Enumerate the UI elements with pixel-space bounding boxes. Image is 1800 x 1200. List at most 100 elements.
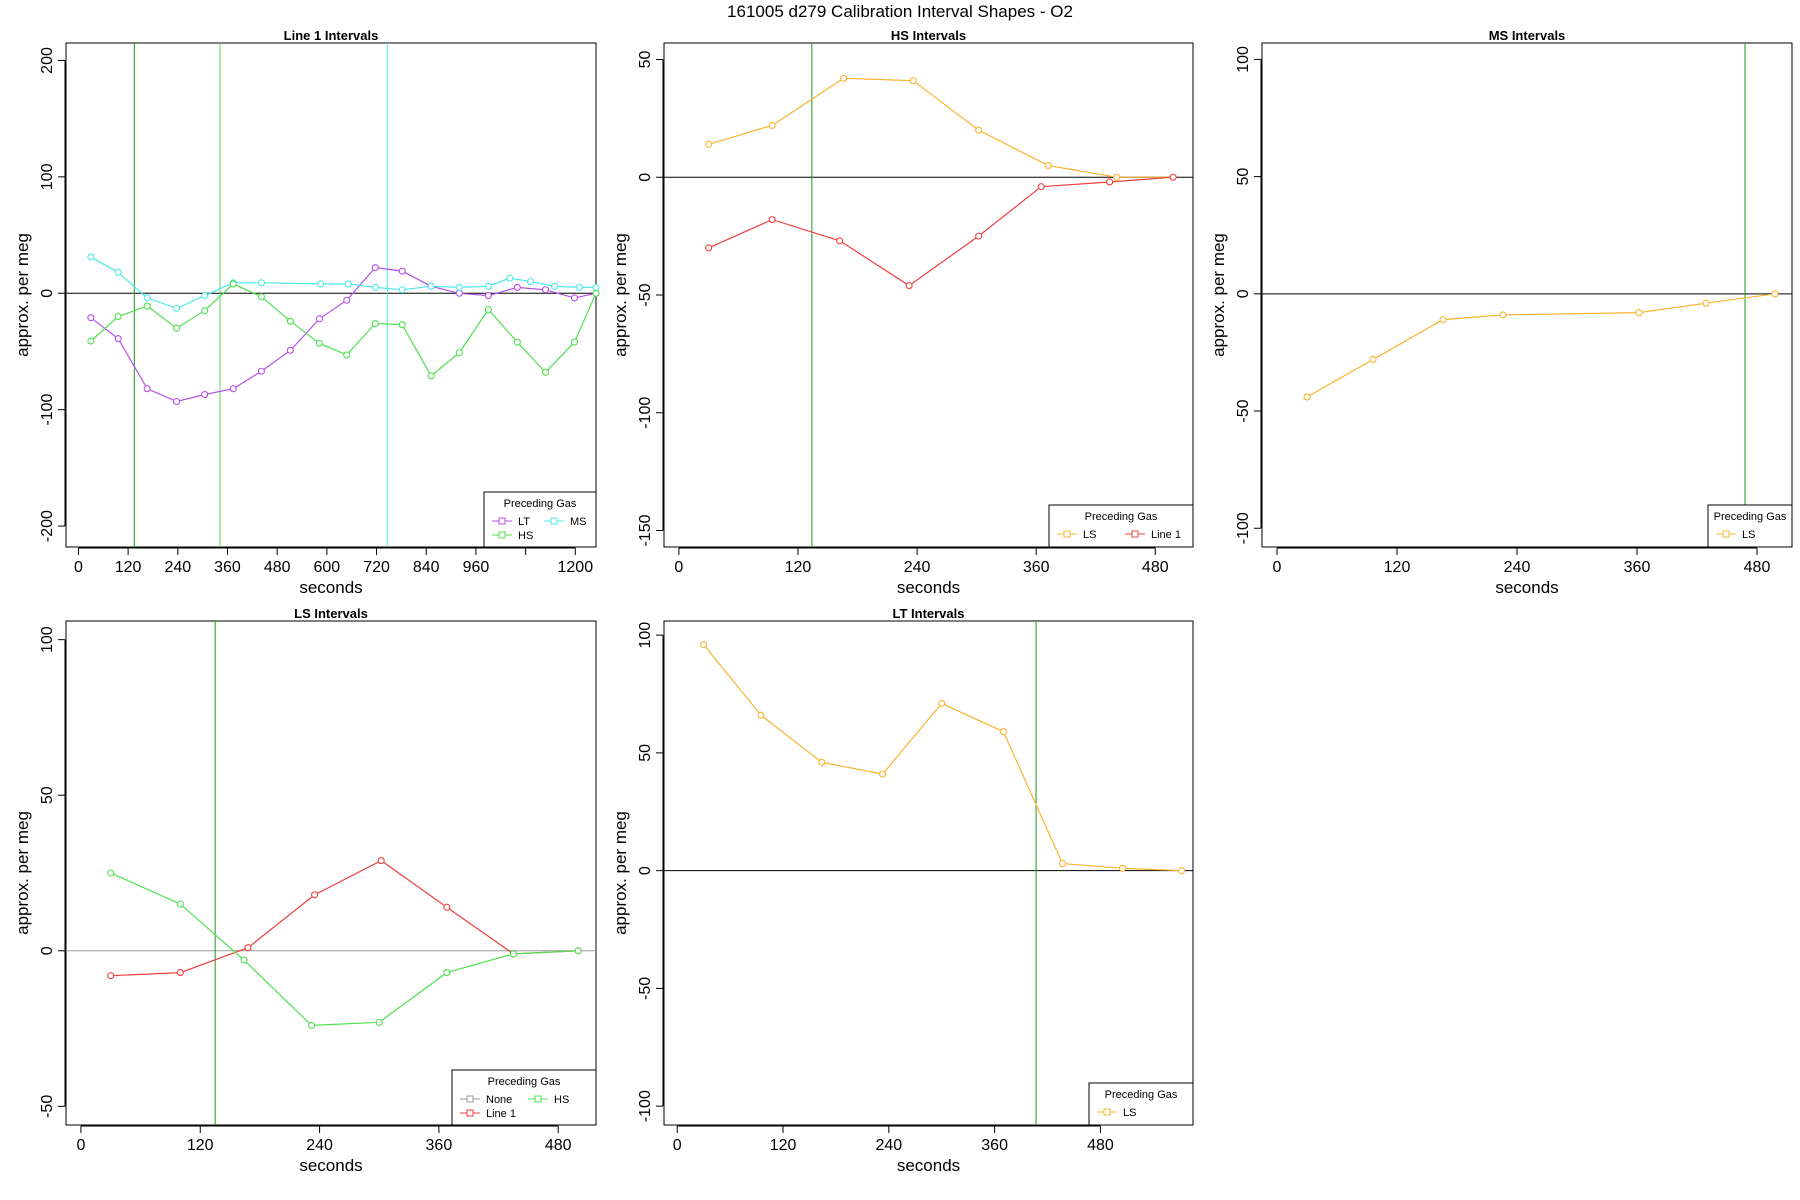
x-tick-label: 600 [314, 559, 341, 576]
data-point [513, 283, 521, 291]
legend-entry-label: Line 1 [486, 1108, 516, 1120]
y-tick-label: -100 [39, 394, 56, 426]
x-tick-label: 0 [673, 1137, 682, 1154]
plot-frame [1261, 42, 1793, 548]
x-tick-label: 120 [1384, 559, 1411, 576]
data-point [1303, 393, 1311, 401]
y-tick-label: 0 [39, 289, 56, 298]
chart-title: MS Intervals [1489, 28, 1566, 43]
data-point [455, 283, 463, 291]
data-point [398, 286, 406, 294]
series-line-hs [90, 283, 597, 377]
x-tick-label: 480 [264, 559, 291, 576]
chart-title: HS Intervals [891, 28, 966, 43]
y-tick-label: -100 [637, 1090, 654, 1122]
y-tick-label: 50 [39, 786, 56, 804]
series-line-line-1 [110, 859, 579, 977]
x-tick-label: 0 [674, 559, 683, 576]
legend-entry-label: HS [518, 530, 533, 542]
data-point [527, 278, 535, 286]
data-point [1106, 178, 1114, 186]
data-point [398, 321, 406, 329]
chart-panel-2: MS Intervals 0 120 240 360 480 seconds -100 -50 0… [1209, 28, 1793, 597]
y-tick-label: -100 [1235, 512, 1252, 544]
y-tick-label: 0 [1235, 289, 1252, 298]
data-point [818, 758, 826, 766]
data-point [705, 244, 713, 252]
data-point [176, 900, 184, 908]
x-tick-label: 120 [785, 559, 812, 576]
y-tick-label: 200 [39, 47, 56, 74]
legend-title: Preceding Gas [1105, 1089, 1178, 1101]
data-point [1118, 864, 1127, 872]
y-tick-label: 0 [39, 946, 56, 955]
data-point [705, 140, 713, 148]
y-axis-label: approx. per meg [13, 811, 32, 935]
chart-title: Line 1 Intervals [284, 28, 379, 43]
y-tick-label: -50 [1235, 399, 1252, 422]
y-axis-label: approx. per meg [611, 233, 630, 357]
x-tick-label: 720 [363, 559, 390, 576]
data-point [229, 280, 237, 288]
y-tick-label: -50 [39, 1095, 56, 1118]
data-point [840, 74, 848, 82]
x-tick-label: 120 [115, 559, 142, 576]
data-point [201, 292, 209, 300]
x-tick-label: 360 [981, 1137, 1008, 1154]
data-point [107, 972, 115, 980]
data-point [575, 283, 583, 291]
data-point [229, 385, 237, 393]
legend-entry-label: MS [570, 516, 587, 528]
data-point [506, 274, 514, 282]
x-tick-label: 120 [770, 1137, 797, 1154]
data-point [173, 397, 181, 406]
x-tick-label: 120 [187, 1137, 214, 1154]
y-tick-label: 50 [637, 744, 654, 762]
data-point [975, 232, 983, 240]
data-point [143, 294, 151, 302]
data-point [938, 699, 946, 707]
series-line-ls [703, 644, 1182, 872]
data-point [308, 1021, 316, 1029]
data-point [541, 286, 550, 294]
data-point [344, 280, 352, 288]
data-point [509, 950, 518, 958]
data-point [513, 338, 521, 346]
chart-title: LS Intervals [294, 606, 368, 621]
x-axis-label: seconds [897, 578, 960, 597]
data-point [570, 294, 579, 302]
legend: Preceding Gas LT MS HS [483, 491, 597, 548]
data-point [592, 289, 600, 297]
legend-entry-label: HS [554, 1094, 569, 1106]
data-point [1113, 173, 1121, 181]
x-tick-label: 0 [1273, 559, 1282, 576]
y-tick-label: -150 [637, 514, 654, 546]
data-point [286, 317, 294, 325]
data-point [87, 253, 95, 261]
x-tick-label: 360 [426, 1137, 453, 1154]
chart-title: LT Intervals [892, 606, 964, 621]
legend-title: Preceding Gas [488, 1076, 561, 1088]
data-point [1169, 173, 1177, 181]
y-tick-label: 50 [637, 50, 654, 68]
x-tick-label: 360 [214, 559, 241, 576]
y-tick-label: 50 [1235, 168, 1252, 186]
legend: Preceding Gas LS Line 1 [1048, 504, 1194, 548]
data-point [484, 292, 492, 300]
data-point [768, 216, 776, 224]
y-axis-label: approx. per meg [611, 811, 630, 935]
legend-swatch-marker [1131, 530, 1139, 538]
x-tick-label: 360 [1023, 559, 1050, 576]
x-tick-label: 240 [875, 1137, 902, 1154]
x-tick-label: 240 [1504, 559, 1531, 576]
data-point [201, 307, 209, 315]
legend-title: Preceding Gas [1085, 511, 1158, 523]
legend-swatch-marker [1722, 530, 1730, 538]
data-point [592, 283, 600, 291]
y-tick-label: 100 [1235, 46, 1252, 73]
legend-box [1048, 504, 1194, 548]
data-point [311, 891, 319, 899]
x-axis-label: seconds [897, 1156, 960, 1175]
x-tick-label: 480 [1744, 559, 1771, 576]
